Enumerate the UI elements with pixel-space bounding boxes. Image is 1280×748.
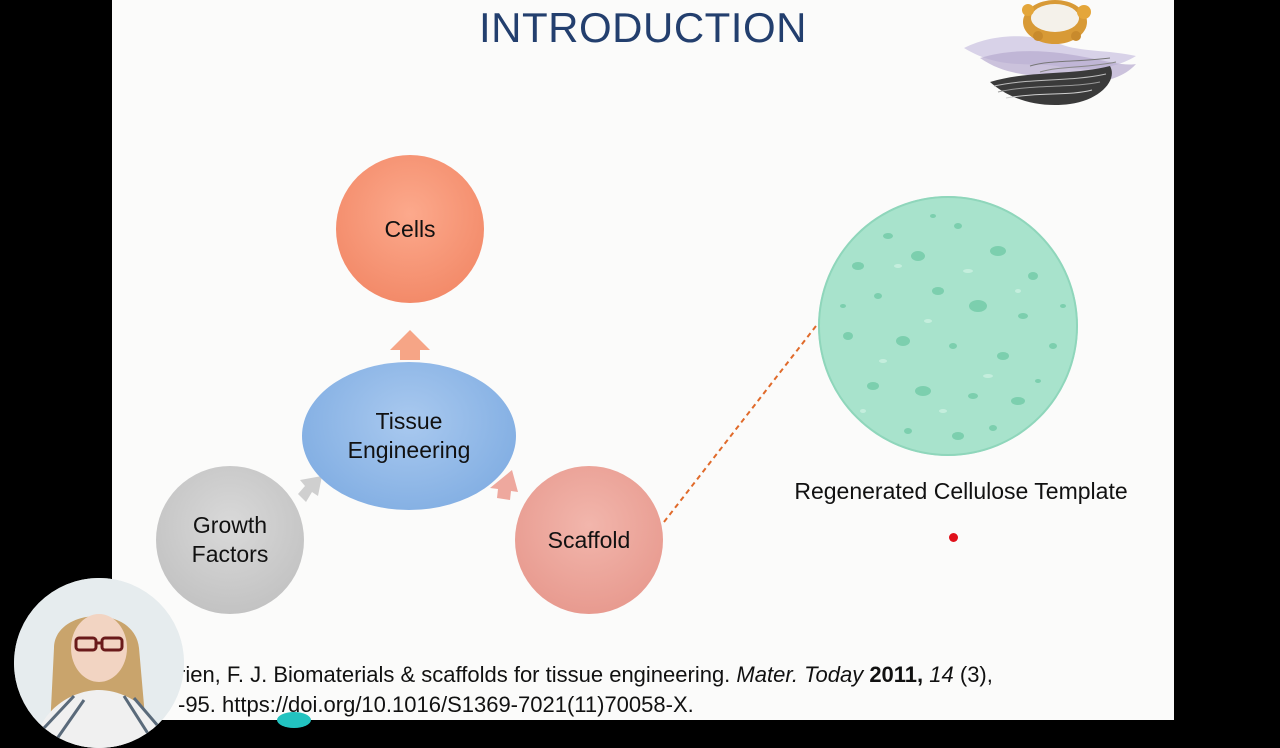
node-tissue-engineering: Tissue Engineering [302, 362, 516, 510]
cursor-highlight [277, 712, 311, 728]
laser-pointer-dot [949, 533, 958, 542]
arrow-to-scaffold [490, 470, 518, 500]
presenter-webcam [14, 578, 184, 748]
arrow-to-growth-factors [298, 476, 322, 502]
slide-title: INTRODUCTION [479, 4, 807, 51]
presentation-slide: INTRODUCTION Cells Tissue Engineering Sc… [112, 0, 1174, 720]
node-growth-factors: Growth Factors [156, 466, 304, 614]
node-scaffold: Scaffold [515, 466, 663, 614]
reference-journal: Mater. Today [736, 662, 864, 687]
reference-volume: 14 [923, 662, 954, 687]
reference-issue: (3), [953, 662, 993, 687]
reference-year: 2011, [863, 662, 924, 687]
reference-authors-title: rien, F. J. Biomaterials & scaffolds for… [178, 662, 737, 687]
reference-citation: rien, F. J. Biomaterials & scaffolds for… [178, 660, 993, 720]
reference-line-2: -95. https://doi.org/10.1016/S1369-7021(… [178, 692, 694, 717]
arrow-to-cells [390, 330, 430, 360]
diagram-connectors [298, 325, 817, 523]
node-cells: Cells [336, 155, 484, 303]
materials-logo [964, 0, 1136, 106]
cellulose-sponge-image [818, 196, 1078, 456]
image-caption: Regenerated Cellulose Template [794, 478, 1128, 504]
presenter-avatar [14, 578, 184, 748]
reference-line-1: rien, F. J. Biomaterials & scaffolds for… [178, 660, 993, 690]
